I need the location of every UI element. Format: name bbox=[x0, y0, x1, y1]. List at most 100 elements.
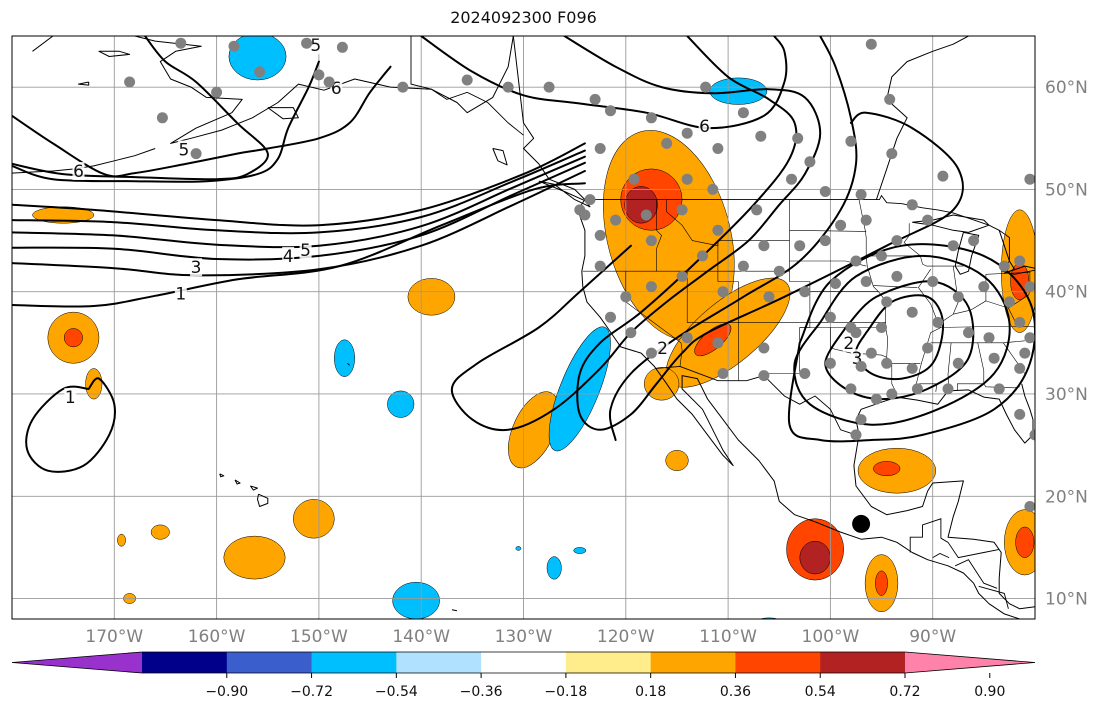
station-marker bbox=[927, 276, 939, 287]
contour-line bbox=[12, 65, 392, 178]
colorbar-segment bbox=[481, 652, 567, 673]
station-marker bbox=[786, 173, 797, 185]
colorbar-tick-label: 0.54 bbox=[805, 684, 836, 700]
station-marker bbox=[1014, 316, 1026, 328]
station-marker bbox=[835, 219, 847, 231]
station-marker bbox=[589, 93, 601, 105]
colorbar-tick-label: −0.18 bbox=[544, 684, 587, 700]
coastline bbox=[234, 479, 241, 485]
station-marker bbox=[792, 132, 804, 144]
coastline bbox=[492, 148, 508, 166]
contour-label-bg bbox=[190, 258, 203, 277]
station-marker bbox=[855, 189, 867, 200]
contour-label: 3 bbox=[191, 258, 202, 278]
station-marker bbox=[737, 260, 749, 272]
anomaly-blob bbox=[85, 368, 103, 400]
station-marker bbox=[906, 199, 918, 211]
station-marker bbox=[942, 383, 954, 395]
contour-line bbox=[793, 254, 1011, 426]
anomaly-blob bbox=[223, 535, 286, 580]
coastline bbox=[451, 609, 458, 612]
station-marker bbox=[712, 337, 724, 349]
station-marker bbox=[661, 137, 673, 149]
station-marker bbox=[681, 332, 693, 344]
station-marker bbox=[502, 81, 514, 93]
station-marker bbox=[884, 93, 896, 105]
coastline bbox=[347, 362, 350, 366]
contour-label: 2 bbox=[843, 334, 854, 354]
coastline bbox=[32, 36, 54, 52]
latitude-label: 40°N bbox=[1045, 283, 1088, 303]
station-marker bbox=[676, 270, 688, 282]
country-border bbox=[909, 518, 942, 553]
station-marker bbox=[804, 156, 816, 168]
station-marker bbox=[640, 209, 652, 221]
contour-line bbox=[824, 280, 975, 401]
state-boundary bbox=[873, 285, 918, 288]
colorbar-segment bbox=[311, 652, 397, 673]
state-boundary bbox=[866, 255, 964, 267]
station-marker bbox=[681, 127, 693, 139]
station-marker bbox=[988, 352, 1000, 364]
colorbar-segment bbox=[565, 652, 652, 673]
colorbar-tick-label: −0.72 bbox=[290, 684, 333, 700]
station-marker bbox=[911, 383, 923, 395]
longitude-label: 150°W bbox=[290, 627, 348, 647]
anomaly-blob bbox=[515, 546, 522, 551]
station-marker bbox=[717, 286, 729, 298]
anomaly-blob bbox=[293, 499, 335, 539]
station-marker bbox=[610, 214, 622, 226]
contour-label: 1 bbox=[65, 388, 76, 408]
station-marker bbox=[876, 322, 887, 333]
station-marker bbox=[952, 357, 964, 369]
coastline bbox=[912, 214, 990, 233]
colorbar-outline bbox=[11, 651, 1036, 674]
station-marker bbox=[758, 342, 770, 354]
station-marker bbox=[681, 173, 693, 185]
longitude-label: 130°W bbox=[495, 627, 553, 647]
latitude-label: 30°N bbox=[1045, 385, 1088, 405]
station-marker bbox=[845, 322, 857, 333]
station-marker bbox=[922, 342, 934, 354]
station-marker bbox=[763, 291, 775, 303]
anomaly-blob bbox=[799, 540, 831, 575]
latitude-labels: 60°N 50°N 40°N 30°N 20°N 10°N bbox=[1045, 78, 1088, 609]
state-boundary bbox=[830, 327, 898, 395]
station-marker bbox=[886, 148, 898, 160]
colorbar-tick-label: 0.72 bbox=[889, 684, 920, 700]
station-marker bbox=[794, 240, 806, 252]
station-marker bbox=[700, 81, 712, 93]
contour-label: 1 bbox=[175, 285, 186, 305]
station-marker bbox=[855, 414, 867, 426]
station-marker bbox=[860, 214, 872, 226]
station-marker bbox=[799, 286, 811, 298]
colorbar-segment bbox=[735, 652, 821, 673]
colorbar-tick-label: 0.90 bbox=[974, 684, 1005, 700]
contour-label-bg bbox=[309, 36, 322, 55]
contour-line bbox=[12, 60, 320, 183]
station-marker bbox=[605, 311, 616, 323]
station-marker bbox=[947, 240, 959, 252]
contour-line bbox=[12, 155, 586, 249]
station-marker bbox=[824, 311, 836, 323]
longitude-label: 160°W bbox=[188, 627, 246, 647]
state-boundary bbox=[985, 271, 1031, 309]
contour-line bbox=[12, 170, 586, 277]
station-marker bbox=[963, 327, 974, 339]
station-marker bbox=[594, 143, 606, 154]
state-boundary bbox=[930, 340, 1025, 344]
colorbar-segment bbox=[396, 652, 482, 673]
state-boundary bbox=[1037, 268, 1081, 271]
station-marker bbox=[1024, 501, 1035, 512]
station-marker bbox=[543, 81, 555, 93]
anomaly-blob bbox=[546, 556, 562, 580]
coastline bbox=[219, 473, 225, 478]
station-marker bbox=[628, 173, 640, 185]
station-marker bbox=[870, 393, 882, 405]
station-marker bbox=[584, 194, 596, 206]
station-marker bbox=[922, 214, 934, 226]
contour-label-bg bbox=[656, 339, 669, 357]
station-marker bbox=[397, 81, 409, 93]
